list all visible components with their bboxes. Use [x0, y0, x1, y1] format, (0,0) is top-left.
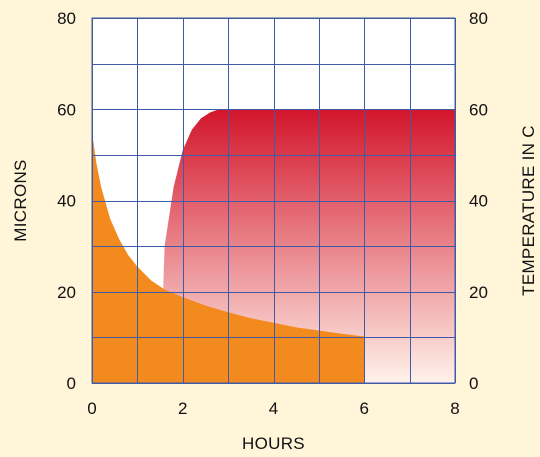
left-y-axis-ticks: 0 20 40 60 80: [57, 9, 76, 393]
y2-tick-label: 60: [469, 100, 488, 119]
y2-tick-label: 20: [469, 283, 488, 302]
y2-tick-label: 40: [469, 192, 488, 211]
y2-axis-title: TEMPERATURE IN C: [519, 125, 538, 296]
right-y-axis-ticks: 0 20 40 60 80: [469, 9, 488, 393]
y-tick-label: 20: [57, 283, 76, 302]
x-tick-label: 6: [360, 399, 369, 418]
x-tick-label: 0: [87, 399, 96, 418]
y-tick-label: 40: [57, 192, 76, 211]
y-tick-label: 60: [57, 100, 76, 119]
y-tick-label: 0: [67, 374, 76, 393]
y2-tick-label: 80: [469, 9, 488, 28]
y-axis-title: MICRONS: [11, 159, 30, 241]
y2-tick-label: 0: [469, 374, 478, 393]
microns-area: [92, 132, 365, 383]
plot-border: [91, 17, 456, 384]
x-tick-label: 4: [269, 399, 278, 418]
x-tick-label: 2: [178, 399, 187, 418]
x-axis-title: HOURS: [242, 434, 305, 453]
x-axis-ticks: 0 2 4 6 8: [87, 399, 459, 418]
x-tick-label: 8: [450, 399, 459, 418]
y-tick-label: 80: [57, 9, 76, 28]
